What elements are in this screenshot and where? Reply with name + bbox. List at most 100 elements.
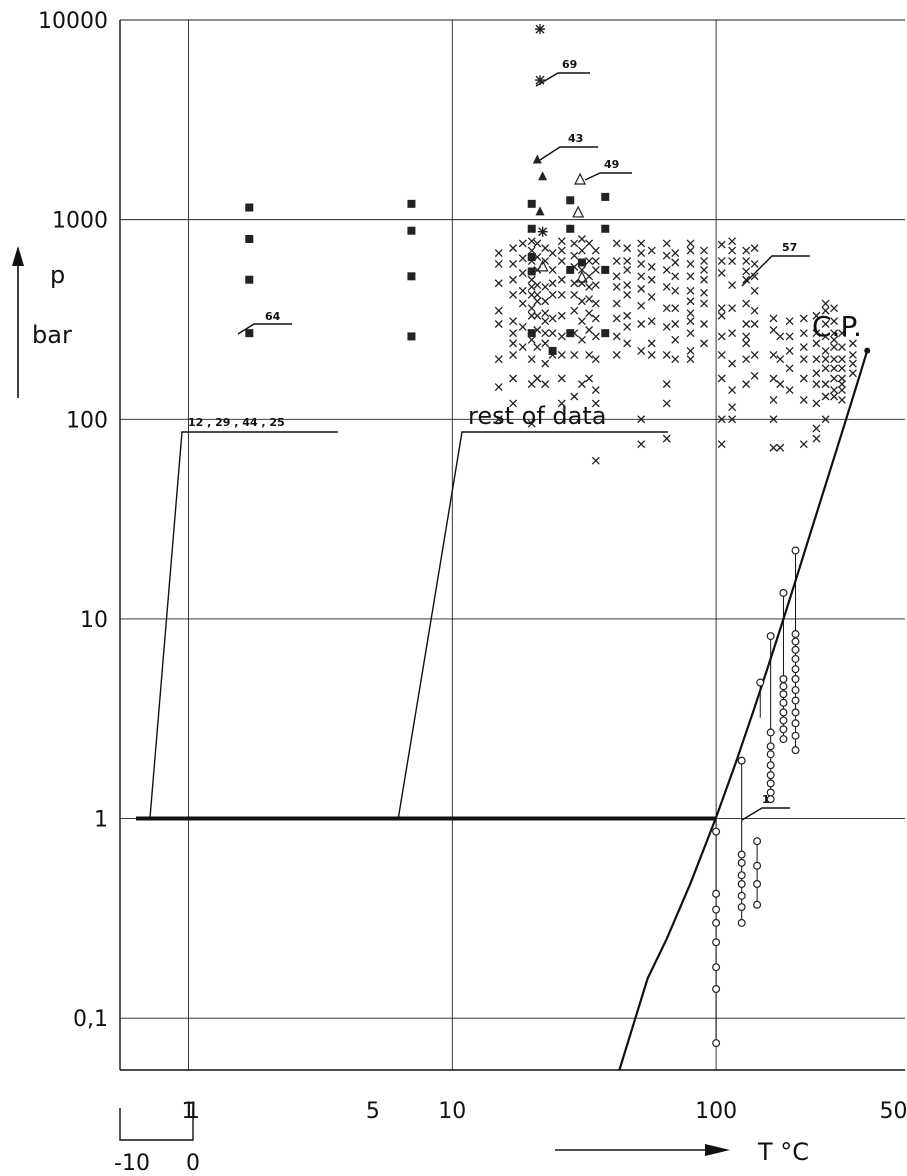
cross-marker — [570, 392, 579, 401]
y-tick-label: 0,1 — [73, 1007, 108, 1032]
cross-marker — [728, 246, 737, 255]
cross-marker — [821, 332, 830, 341]
cross-marker — [742, 332, 751, 341]
cross-marker — [548, 314, 557, 323]
open-circle-marker — [791, 630, 800, 639]
leader-43 — [539, 146, 598, 161]
cross-marker — [647, 262, 656, 271]
cross-marker — [700, 299, 709, 308]
open-circle-marker — [712, 984, 721, 993]
cross-marker — [527, 311, 536, 320]
curves — [136, 347, 871, 1071]
cross-marker — [623, 281, 632, 290]
cross-marker — [637, 249, 646, 258]
cross-marker — [518, 254, 527, 263]
open-circle-marker — [791, 686, 800, 695]
cross-marker — [812, 434, 821, 443]
cross-marker — [686, 346, 695, 355]
cross-marker — [830, 364, 839, 373]
cross-marker — [671, 335, 680, 344]
open-circle-marker — [712, 827, 721, 836]
cross-marker — [533, 326, 542, 334]
filled-square-marker — [245, 203, 254, 212]
cross-marker — [769, 326, 778, 334]
open-circle-marker — [791, 696, 800, 705]
y-tick-label: 100 — [66, 408, 108, 433]
cross-marker — [518, 322, 527, 331]
cross-marker — [717, 311, 726, 320]
open-circle-marker — [791, 654, 800, 663]
cross-marker — [570, 239, 579, 248]
open-circle-marker — [791, 674, 800, 683]
y-tick-labels: 10000 1000 100 10 1 0,1 — [38, 9, 108, 1032]
cross-marker — [527, 304, 536, 313]
cross-marker — [509, 339, 518, 348]
cross-marker — [717, 415, 726, 424]
cross-marker — [838, 374, 846, 383]
cross-marker — [812, 329, 821, 338]
cross-marker — [830, 329, 839, 338]
cross-marker — [494, 320, 503, 328]
cross-marker — [570, 290, 579, 299]
cross-marker — [671, 286, 680, 295]
cross-marker — [612, 350, 621, 359]
cross-marker — [785, 332, 794, 341]
cross-marker — [662, 239, 671, 248]
cross-marker — [533, 265, 542, 274]
cross-marker — [570, 279, 579, 288]
cross-marker — [570, 329, 579, 338]
cross-marker — [728, 257, 737, 266]
open-triangle-marker — [572, 205, 585, 218]
cross-marker — [785, 317, 794, 326]
cross-marker — [728, 304, 737, 313]
cross-marker — [591, 257, 600, 266]
cross-marker — [750, 320, 759, 328]
cross-marker — [548, 265, 557, 274]
cross-marker — [557, 332, 566, 341]
cross-marker — [577, 265, 586, 274]
cross-marker — [750, 244, 759, 253]
open-circle-marker — [779, 682, 788, 691]
cross-marker — [541, 329, 550, 338]
filled-square-marker — [577, 258, 586, 267]
asterisk-marker — [537, 226, 548, 237]
cross-marker — [518, 286, 527, 295]
cross-marker — [821, 415, 830, 424]
cross-marker — [830, 386, 839, 395]
x-axis-title: T °C — [757, 1138, 809, 1166]
cross-marker — [750, 259, 759, 268]
cross-marker — [577, 279, 586, 288]
cross-marker — [623, 339, 632, 348]
cross-marker — [577, 297, 586, 306]
cross-marker — [637, 272, 646, 281]
filled-square-marker — [601, 192, 610, 201]
open-circle-marker — [712, 963, 721, 972]
open-circle-marker — [779, 735, 788, 744]
cross-marker — [799, 355, 808, 364]
cross-marker — [662, 322, 671, 331]
cross-marker — [533, 281, 542, 290]
cross-marker — [671, 249, 680, 258]
open-circle-marker — [779, 690, 788, 699]
label-refs: 12 , 29 , 44 , 25 — [188, 416, 285, 429]
cross-marker — [637, 440, 646, 449]
filled-square-marker — [407, 199, 416, 208]
cross-marker — [509, 399, 518, 408]
cross-marker — [799, 314, 808, 323]
cross-marker — [769, 415, 778, 424]
cross-marker — [769, 374, 778, 383]
data-markers — [245, 24, 857, 1048]
cross-marker — [518, 239, 527, 248]
cross-marker — [838, 343, 846, 352]
label-69: 69 — [562, 58, 577, 71]
cross-marker — [776, 332, 785, 341]
cross-marker — [686, 239, 695, 248]
cross-marker — [494, 249, 503, 258]
cross-marker — [527, 282, 536, 291]
cross-marker — [647, 317, 656, 326]
cross-marker — [612, 272, 621, 281]
cross-marker — [577, 380, 586, 389]
cross-marker — [750, 272, 759, 281]
cross-marker — [570, 306, 579, 315]
open-circle-marker — [712, 905, 721, 914]
